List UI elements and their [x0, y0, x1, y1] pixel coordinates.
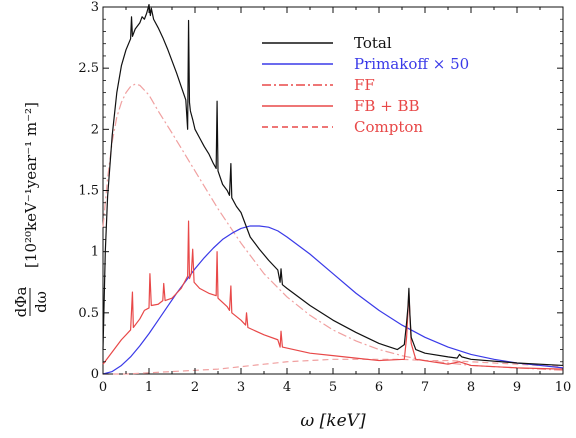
y-tick-label: 1.5 — [78, 184, 99, 199]
x-tick-label: 9 — [513, 380, 521, 395]
x-tick-label: 2 — [191, 380, 199, 395]
ticks-layer: 0 1 2 3 4 5 6 7 8 9 10 0 0.5 1 1.5 2 2.5 3 — [78, 0, 571, 395]
legend-label: Total — [354, 34, 392, 52]
series-line-primakoff-50 — [102, 225, 564, 375]
x-tick-label: 6 — [375, 380, 383, 395]
y-axis-fraction-numerator: dΦa — [12, 287, 30, 318]
series-line-fb-bb — [102, 220, 564, 370]
x-axis-label: ω [keV] — [300, 411, 366, 431]
y-tick-label: 1 — [91, 245, 99, 260]
y-tick-label: 3 — [91, 0, 99, 15]
legend-label: Compton — [354, 118, 423, 136]
series-line-ff — [102, 83, 564, 371]
series-line-total — [102, 3, 564, 367]
y-axis-label: dΦa dω [10²⁰keV⁻¹year⁻¹ m⁻²] — [12, 102, 50, 317]
x-tick-label: 10 — [555, 380, 572, 395]
series-line-compton — [103, 358, 564, 375]
y-tick-label: 0 — [91, 367, 99, 382]
x-tick-label: 0 — [99, 380, 107, 395]
legend-label: FF — [354, 76, 375, 94]
x-tick-label: 7 — [421, 380, 429, 395]
legend: Total Primakoff × 50 FF FB + BB Compton — [262, 34, 469, 136]
x-tick-label: 4 — [283, 380, 291, 395]
legend-label: Primakoff × 50 — [354, 55, 469, 73]
y-axis-fraction-denominator: dω — [32, 291, 50, 313]
y-tick-label: 2.5 — [78, 61, 99, 76]
x-tick-label: 8 — [467, 380, 475, 395]
legend-label: FB + BB — [354, 97, 420, 115]
x-tick-label: 1 — [145, 380, 153, 395]
y-tick-label: 2 — [91, 122, 99, 137]
y-axis-units: [10²⁰keV⁻¹year⁻¹ m⁻²] — [22, 102, 40, 268]
y-tick-label: 0.5 — [78, 306, 99, 321]
series-layer — [102, 3, 564, 375]
x-tick-label: 3 — [237, 380, 245, 395]
x-tick-label: 5 — [329, 380, 337, 395]
